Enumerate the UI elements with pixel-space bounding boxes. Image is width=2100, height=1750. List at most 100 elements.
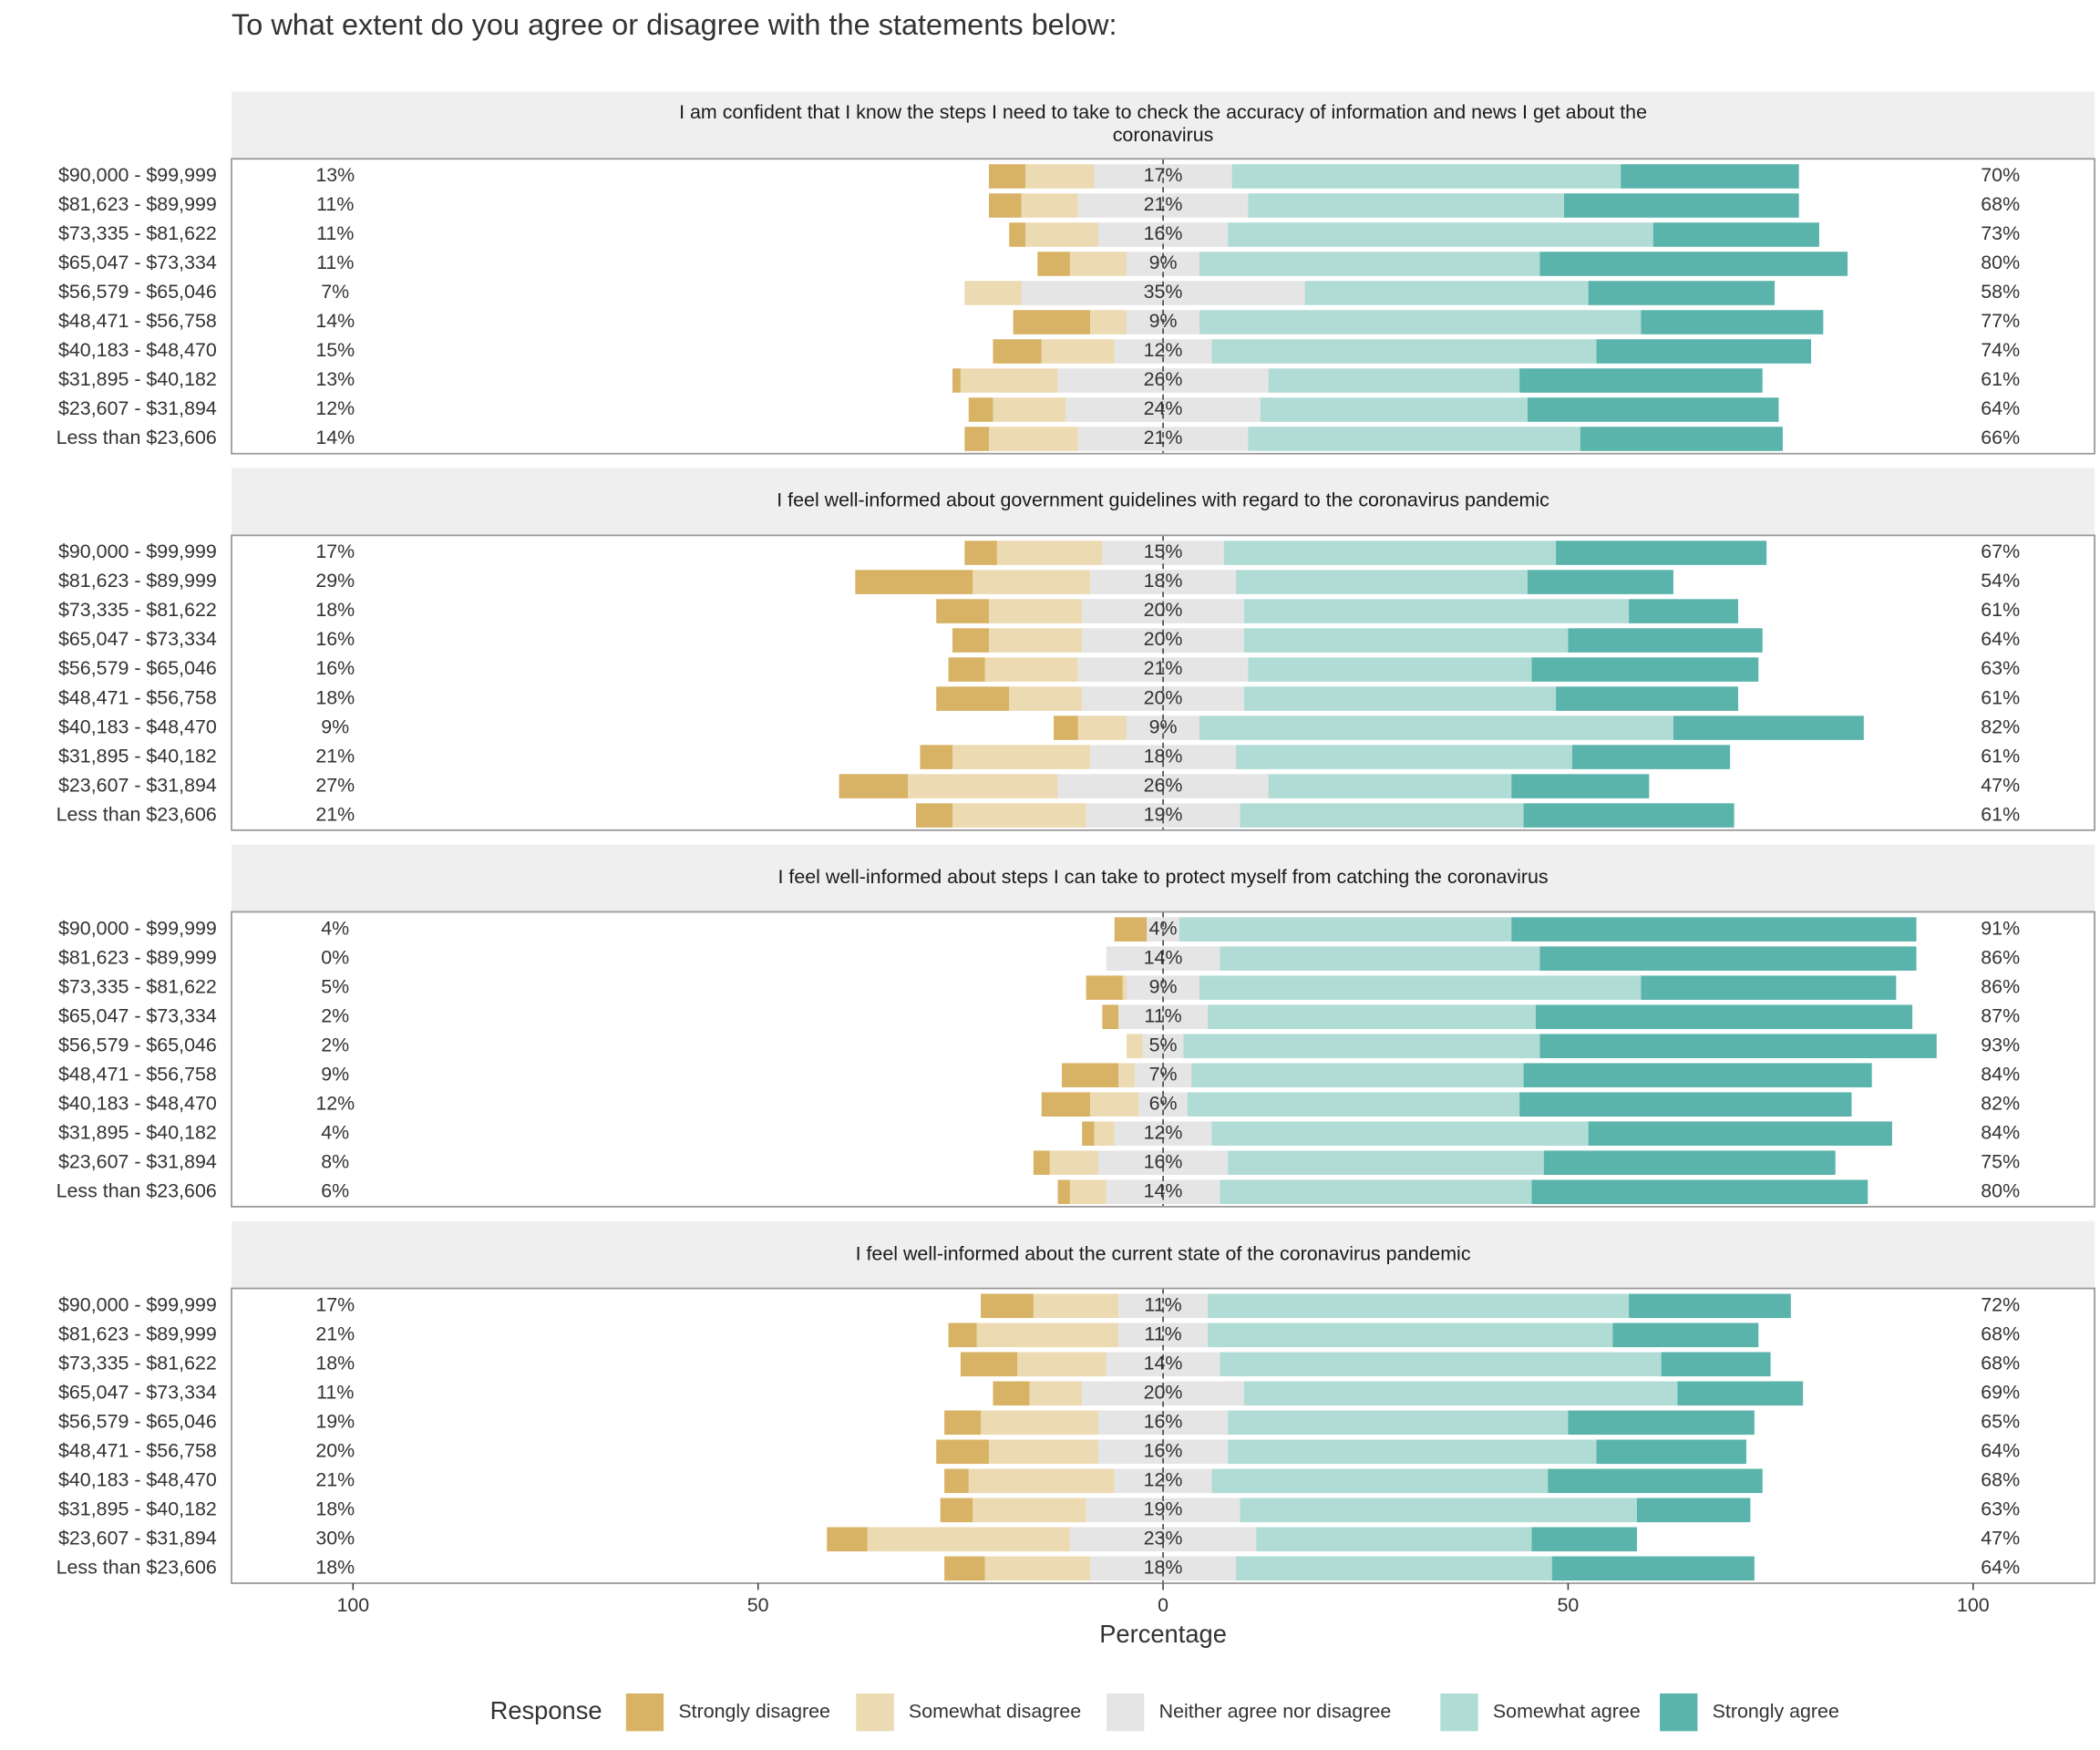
bar-segment (988, 193, 1022, 218)
bar-segment (1527, 397, 1779, 422)
bar-segment (1220, 1179, 1532, 1205)
panel-title: I feel well-informed about steps I can t… (777, 866, 1549, 889)
bar-segment (984, 657, 1078, 682)
category-label: $73,335 - $81,622 (58, 222, 217, 244)
agree-label: 61% (1981, 368, 2020, 390)
bar-segment (964, 540, 997, 565)
category-label: $40,183 - $48,470 (58, 339, 217, 361)
bar-segment (1596, 1439, 1746, 1465)
panel-border (231, 534, 2095, 831)
bar-segment (1539, 252, 1848, 276)
bar-segment (1199, 310, 1642, 335)
disagree-label: 11% (316, 222, 354, 244)
bar-segment (1094, 1121, 1115, 1146)
bar-segment (960, 368, 1058, 393)
bar-segment (1228, 1150, 1544, 1175)
bar-segment (1548, 1468, 1763, 1494)
disagree-label: 16% (315, 657, 355, 679)
strip-title-box: I feel well-informed about government gu… (777, 490, 1549, 512)
bar-segment (948, 1323, 977, 1348)
bar-segment (988, 628, 1083, 653)
category-label: $81,623 - $89,999 (58, 1323, 217, 1344)
disagree-label: 9% (321, 1063, 349, 1085)
bar-segment (1523, 1063, 1872, 1087)
category-label: $65,047 - $73,334 (58, 1381, 217, 1403)
bar-segment (1240, 803, 1524, 828)
agree-label: 86% (1981, 975, 2020, 997)
bar-segment (952, 368, 961, 393)
disagree-label: 17% (315, 540, 355, 562)
bar-segment (1661, 1352, 1771, 1377)
agree-label: 74% (1981, 339, 2020, 361)
agree-label: 70% (1981, 164, 2020, 186)
agree-label: 64% (1981, 397, 2020, 419)
bar-segment (1248, 193, 1564, 218)
bar-segment (960, 1352, 1018, 1377)
bar-segment (1621, 164, 1799, 189)
category-label: $31,895 - $40,182 (58, 368, 217, 390)
legend-label: Strongly agree (1713, 1700, 1839, 1722)
bar-segment (1629, 599, 1739, 623)
agree-label: 80% (1981, 252, 2020, 273)
category-label: $81,623 - $89,999 (58, 193, 217, 215)
bar-segment (1260, 397, 1528, 422)
agree-label: 69% (1981, 1381, 2020, 1403)
agree-label: 64% (1981, 1556, 2020, 1578)
disagree-label: 11% (316, 252, 354, 273)
agree-label: 47% (1981, 1527, 2020, 1549)
disagree-label: 18% (315, 1498, 355, 1519)
bar-segment (1090, 1556, 1237, 1581)
bar-segment (908, 774, 1058, 798)
strip-background (232, 1220, 2095, 1289)
panel-title: I am confident that I know the steps I n… (679, 102, 1647, 147)
bar-segment (993, 397, 1066, 422)
bar-segment (968, 1468, 1115, 1494)
bar-segment (1013, 310, 1091, 335)
bar-segment (1535, 1004, 1913, 1029)
bar-segment (996, 540, 1103, 565)
x-tick-label: 0 (1158, 1594, 1168, 1616)
bar-segment (1636, 1498, 1751, 1523)
x-tick-label: 50 (1558, 1594, 1580, 1616)
category-label: $23,607 - $31,894 (58, 1527, 217, 1549)
agree-label: 64% (1981, 1439, 2020, 1461)
bar-segment (1220, 1352, 1662, 1377)
category-label: $56,579 - $65,046 (58, 281, 217, 303)
bar-segment (1268, 368, 1520, 393)
legend-label: Somewhat agree (1493, 1700, 1641, 1722)
agree-label: 61% (1981, 803, 2020, 825)
bar-segment (993, 1381, 1030, 1406)
disagree-label: 13% (315, 164, 355, 186)
agree-label: 68% (1981, 193, 2020, 215)
category-label: $73,335 - $81,622 (58, 975, 217, 997)
bar-segment (1207, 1004, 1536, 1029)
disagree-label: 8% (321, 1150, 349, 1172)
bar-segment (1106, 1179, 1220, 1205)
category-label: $73,335 - $81,622 (58, 599, 217, 621)
category-label: $65,047 - $73,334 (58, 628, 217, 650)
disagree-label: 2% (321, 1034, 349, 1055)
bar-segment (1673, 715, 1864, 740)
category-label: $23,607 - $31,894 (58, 774, 217, 796)
bar-segment (1021, 193, 1078, 218)
agree-label: 61% (1981, 745, 2020, 767)
disagree-label: 30% (315, 1527, 355, 1549)
legend-swatch (856, 1693, 894, 1732)
panel-title: I feel well-informed about the current s… (855, 1243, 1471, 1265)
category-label: $31,895 - $40,182 (58, 1498, 217, 1519)
agree-label: 64% (1981, 628, 2020, 650)
disagree-label: 18% (315, 1556, 355, 1578)
bar-segment (1523, 803, 1735, 828)
agree-label: 77% (1981, 310, 2020, 332)
x-axis-title: Percentage (1099, 1620, 1227, 1648)
bar-segment (1641, 975, 1897, 1000)
bar-segment (1568, 1410, 1755, 1436)
agree-label: 80% (1981, 1179, 2020, 1201)
agree-label: 73% (1981, 222, 2020, 244)
agree-label: 84% (1981, 1121, 2020, 1143)
panel-border (231, 911, 2095, 1208)
legend-label: Somewhat disagree (909, 1700, 1081, 1722)
bar-segment (1077, 427, 1249, 451)
bar-segment (1017, 1352, 1107, 1377)
bar-segment (1240, 1498, 1637, 1523)
